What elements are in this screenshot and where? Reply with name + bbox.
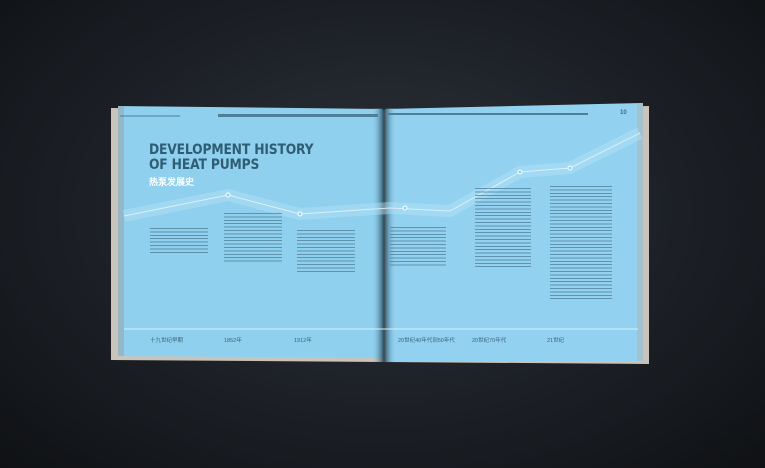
- timeline-label: 21世纪: [547, 338, 565, 344]
- timeline-label: 1852年: [224, 338, 242, 344]
- timeline-point: [567, 165, 573, 171]
- page-subtitle: 热泵发展史: [149, 177, 195, 187]
- title-line-2: OF HEAT PUMPS: [149, 157, 260, 173]
- page-number: 10: [620, 110, 627, 116]
- timeline-point: [402, 205, 408, 211]
- timeline-label: 十九世纪早期: [150, 338, 184, 344]
- page-title: DEVELOPMENT HISTORY OF HEAT PUMPS: [149, 142, 314, 173]
- text-block-1852: [224, 213, 282, 263]
- text-block-1940s: [390, 227, 446, 267]
- left-page-stack: [118, 106, 124, 356]
- timeline-point: [517, 169, 523, 175]
- text-block-1912: [297, 230, 355, 274]
- text-block-21st: [550, 186, 612, 300]
- title-line-1: DEVELOPMENT HISTORY: [149, 142, 314, 158]
- timeline-label: 20世纪40年代到50年代: [398, 338, 455, 344]
- timeline-point: [297, 211, 303, 217]
- left-header-bar: [218, 114, 378, 117]
- text-block-early-19th: [150, 228, 208, 254]
- right-page-stack: [637, 103, 643, 361]
- left-header-running-text: [120, 115, 180, 117]
- right-header-bar: [388, 113, 588, 115]
- timeline-label: 20世纪70年代: [472, 338, 507, 344]
- timeline-curve: [123, 132, 641, 217]
- timeline-label: 1912年: [294, 338, 312, 344]
- text-block-1970s: [475, 188, 531, 268]
- timeline-point: [225, 192, 231, 198]
